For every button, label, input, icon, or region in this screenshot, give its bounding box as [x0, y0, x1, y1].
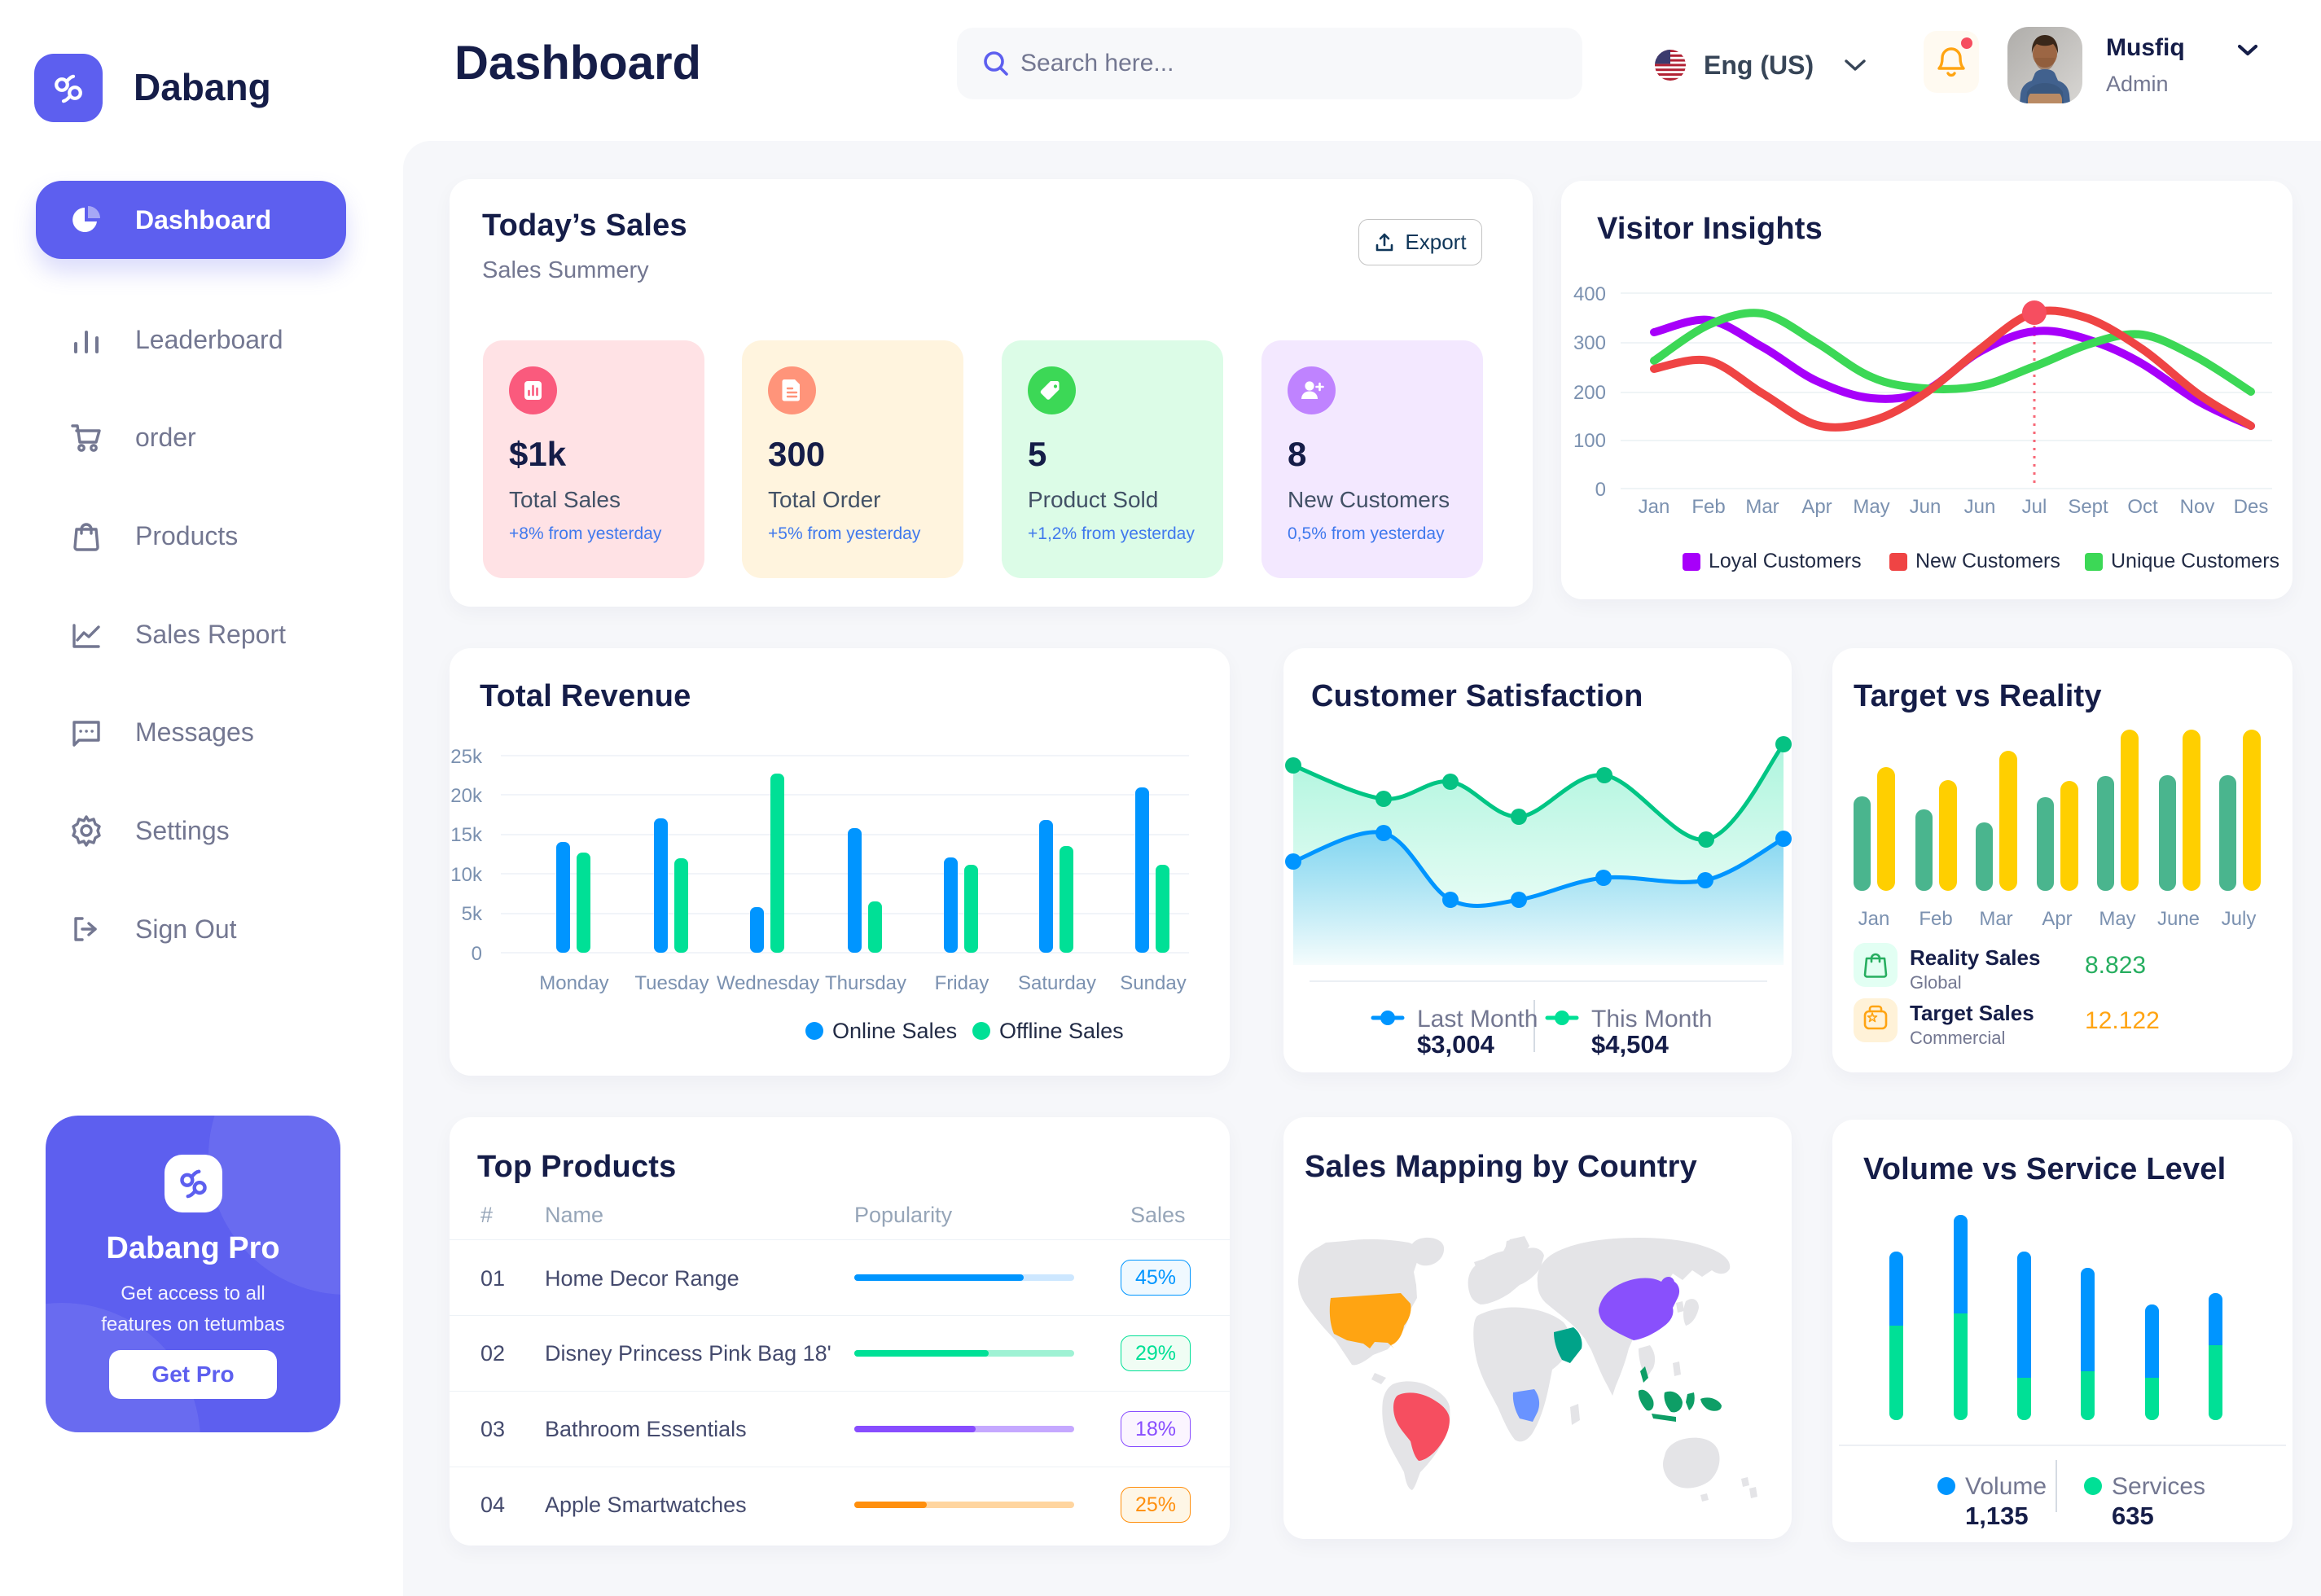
svg-text:Jan: Jan	[1639, 496, 1670, 518]
svg-text:Jun: Jun	[1964, 496, 1996, 518]
svg-text:Last Month: Last Month	[1417, 1006, 1538, 1033]
svg-text:Oct: Oct	[2127, 496, 2158, 518]
svg-text:Target Sales: Target Sales	[1910, 1001, 2034, 1025]
svg-text:Jun: Jun	[1910, 496, 1941, 518]
svg-text:May: May	[2099, 908, 2135, 930]
svg-text:May: May	[1853, 496, 1889, 518]
svg-text:Reality Sales: Reality Sales	[1910, 945, 2040, 970]
svg-text:Friday: Friday	[935, 972, 989, 994]
svg-text:Commercial: Commercial	[1910, 1028, 2005, 1048]
svg-text:Jan: Jan	[1858, 908, 1890, 930]
svg-text:July: July	[2222, 908, 2257, 930]
svg-text:Tuesday: Tuesday	[634, 972, 709, 994]
svg-text:Wednesday: Wednesday	[717, 972, 819, 994]
svg-text:Sept: Sept	[2068, 496, 2108, 518]
svg-text:635: 635	[2112, 1502, 2154, 1530]
svg-text:Unique Customers: Unique Customers	[2111, 550, 2279, 572]
svg-text:Offline Sales: Offline Sales	[999, 1019, 1124, 1043]
svg-text:10k: 10k	[450, 864, 483, 886]
svg-text:Global: Global	[1910, 972, 1962, 993]
svg-text:Services: Services	[2112, 1473, 2205, 1500]
svg-text:Volume: Volume	[1965, 1473, 2047, 1500]
svg-text:Feb: Feb	[1919, 908, 1952, 930]
svg-text:Des: Des	[2234, 496, 2269, 518]
svg-text:Loyal Customers: Loyal Customers	[1709, 550, 1862, 572]
svg-text:100: 100	[1573, 430, 1606, 452]
svg-text:Nov: Nov	[2180, 496, 2215, 518]
svg-text:Apr: Apr	[2042, 908, 2072, 930]
svg-text:Mar: Mar	[1745, 496, 1779, 518]
svg-text:Mar: Mar	[1979, 908, 2012, 930]
svg-text:$3,004: $3,004	[1417, 1030, 1495, 1059]
svg-text:300: 300	[1573, 332, 1606, 354]
svg-text:$4,504: $4,504	[1591, 1030, 1669, 1059]
svg-text:12.122: 12.122	[2085, 1007, 2160, 1034]
svg-text:200: 200	[1573, 382, 1606, 404]
svg-text:400: 400	[1573, 283, 1606, 305]
svg-text:Monday: Monday	[539, 972, 608, 994]
svg-text:20k: 20k	[450, 785, 483, 807]
svg-text:Saturday: Saturday	[1018, 972, 1096, 994]
svg-text:5k: 5k	[462, 903, 483, 925]
svg-text:Feb: Feb	[1691, 496, 1725, 518]
svg-text:1,135: 1,135	[1965, 1502, 2029, 1530]
svg-text:Sunday: Sunday	[1120, 972, 1186, 994]
svg-text:25k: 25k	[450, 746, 483, 768]
svg-text:15k: 15k	[450, 824, 483, 846]
svg-text:8.823: 8.823	[2085, 952, 2146, 979]
svg-text:June: June	[2157, 908, 2200, 930]
svg-text:Thursday: Thursday	[825, 972, 906, 994]
svg-text:This Month: This Month	[1591, 1006, 1712, 1033]
svg-text:New Customers: New Customers	[1915, 550, 2060, 572]
svg-text:Apr: Apr	[1801, 496, 1832, 518]
svg-text:Online Sales: Online Sales	[832, 1019, 957, 1043]
svg-text:Jul: Jul	[2022, 496, 2047, 518]
svg-text:0: 0	[1595, 479, 1606, 501]
svg-text:0: 0	[472, 943, 482, 965]
